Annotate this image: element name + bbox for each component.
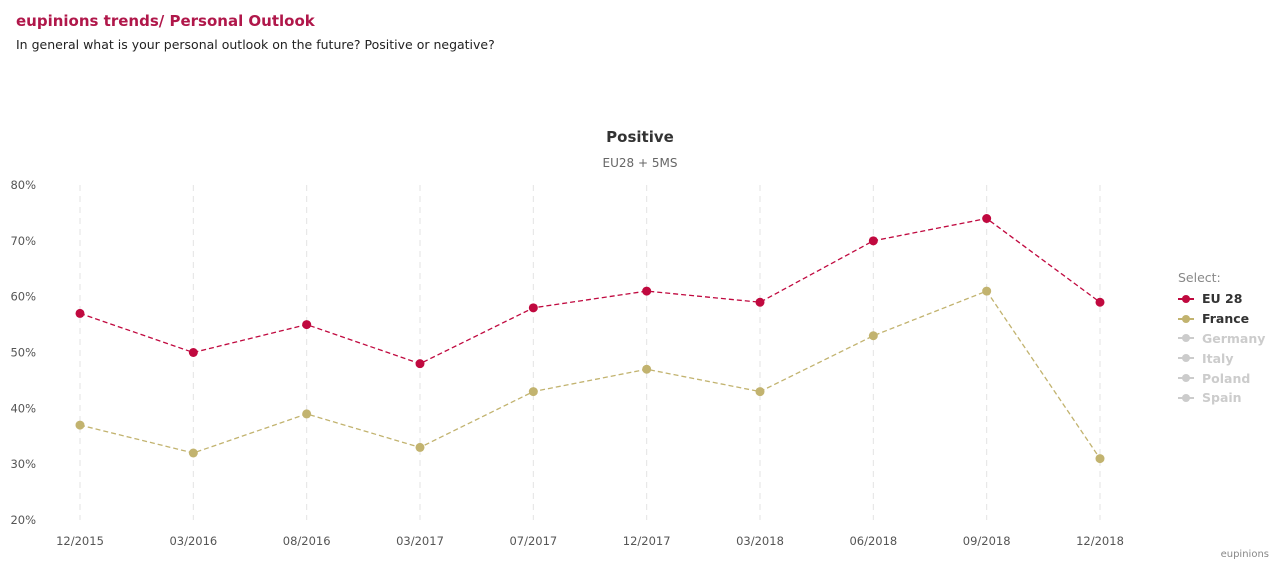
page-title: eupinions trends/ Personal Outlook (16, 12, 315, 30)
legend-marker-icon (1178, 392, 1194, 404)
data-point (1095, 454, 1105, 464)
legend-item-italy[interactable]: Italy (1178, 348, 1265, 368)
data-point (1095, 297, 1105, 307)
legend-item-eu-28[interactable]: EU 28 (1178, 289, 1265, 309)
legend-item-germany[interactable]: Germany (1178, 329, 1265, 349)
legend-item-label: France (1202, 311, 1250, 327)
data-point (188, 348, 198, 357)
y-tick-label: 60% (10, 290, 36, 304)
x-tick-label: 06/2018 (849, 534, 897, 548)
legend-item-label: Germany (1202, 330, 1266, 346)
x-tick-label: 08/2016 (283, 534, 331, 548)
legend-marker-icon (1178, 313, 1194, 325)
x-tick-label: 12/2015 (56, 534, 104, 548)
data-point (75, 308, 85, 318)
y-tick-label: 20% (10, 513, 36, 527)
series-line-1 (79, 290, 1101, 459)
x-tick-label: 07/2017 (509, 534, 557, 548)
legend-item-label: EU 28 (1202, 291, 1243, 307)
data-point (528, 387, 538, 397)
data-point (302, 320, 312, 330)
legend-marker-icon (1178, 293, 1194, 305)
data-point (868, 236, 878, 246)
data-point (642, 364, 652, 374)
y-tick-label: 70% (10, 234, 36, 248)
y-tick-label: 30% (10, 457, 36, 471)
legend-item-label: Spain (1202, 390, 1242, 406)
legend-item-label: Italy (1202, 350, 1234, 366)
chart-title: Positive (606, 128, 674, 146)
x-tick-label: 12/2017 (623, 534, 671, 548)
legend-item-poland[interactable]: Poland (1178, 368, 1265, 388)
data-point (755, 297, 765, 307)
legend-title: Select: (1178, 270, 1221, 285)
y-tick-label: 50% (10, 346, 36, 360)
x-tick-label: 03/2017 (396, 534, 444, 548)
data-point (75, 420, 85, 430)
legend-marker-icon (1178, 332, 1194, 344)
legend-item-label: Poland (1202, 370, 1251, 386)
legend-item-france[interactable]: France (1178, 309, 1265, 329)
legend-marker-icon (1178, 352, 1194, 364)
y-tick-label: 80% (10, 178, 36, 192)
data-point (982, 214, 992, 223)
legend: Select: EU 28 France Germany Italy Poland Spa… (1178, 270, 1265, 408)
data-point (868, 331, 878, 341)
page-subtitle: In general what is your personal outlook… (16, 37, 495, 52)
data-point (642, 286, 652, 296)
x-tick-label: 03/2016 (169, 534, 217, 548)
x-tick-label: 03/2018 (736, 534, 784, 548)
data-point (302, 409, 312, 419)
credit-text: eupinions (1220, 549, 1269, 560)
data-point (415, 442, 425, 452)
x-tick-label: 09/2018 (963, 534, 1011, 548)
series-line-0 (79, 217, 1101, 365)
data-point (528, 303, 538, 313)
data-point (415, 359, 425, 369)
legend-marker-icon (1178, 372, 1194, 384)
data-point (188, 448, 198, 458)
y-tick-label: 40% (10, 401, 36, 415)
legend-item-spain[interactable]: Spain (1178, 388, 1265, 408)
chart-subtitle: EU28 + 5MS (602, 156, 678, 170)
x-tick-label: 12/2018 (1076, 534, 1124, 548)
data-point (755, 387, 765, 397)
data-point (982, 286, 992, 296)
